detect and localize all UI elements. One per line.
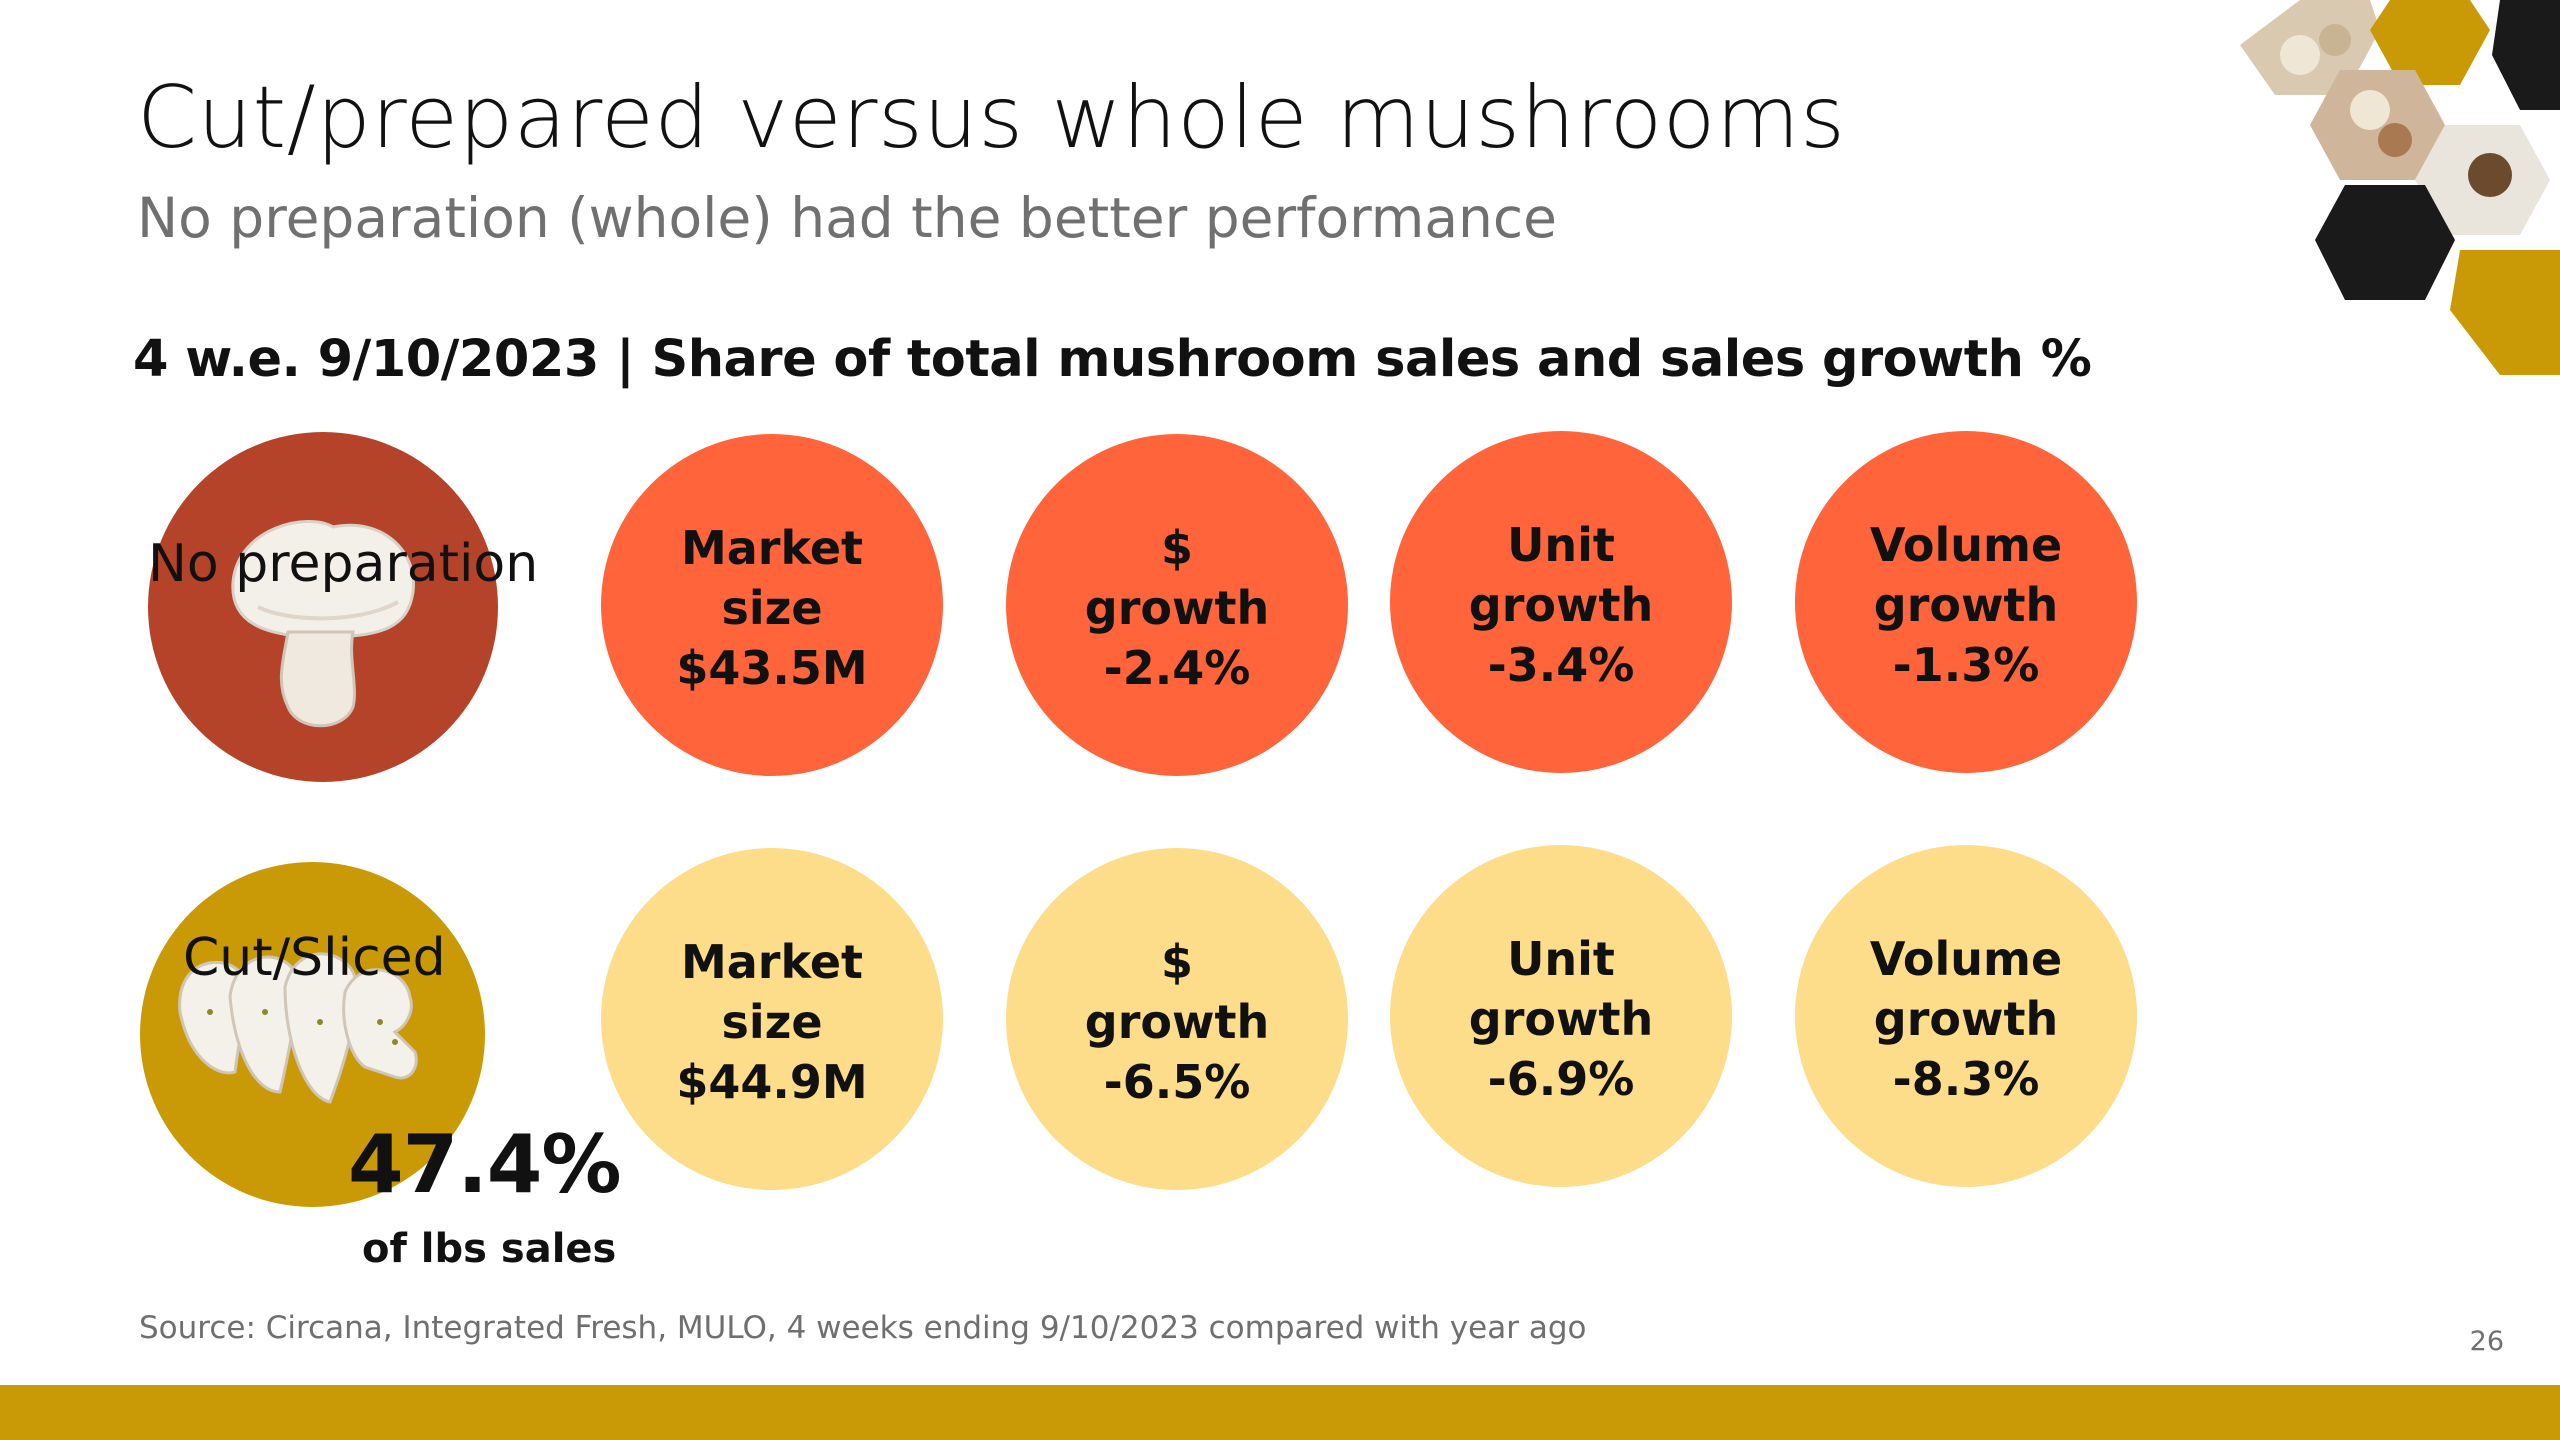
metric-value: -2.4% (1103, 641, 1251, 695)
metric-line2: growth (1468, 992, 1654, 1046)
metric-line2: growth (1873, 578, 2059, 632)
whole-mushroom-icon (231, 520, 415, 728)
page-number: 26 (2469, 1326, 2504, 1357)
metric-line1: Market (680, 521, 864, 575)
metric-circle-market-size: Market size $43.5M (601, 434, 943, 776)
metric-circle-volume-growth: Volume growth -8.3% (1795, 845, 2137, 1187)
category-circle-no-preparation (148, 432, 498, 782)
section-heading: 4 w.e. 9/10/2023 | Share of total mushro… (133, 330, 2092, 389)
source-note: Source: Circana, Integrated Fresh, MULO,… (139, 1310, 1587, 1346)
metric-line1: $ (1160, 935, 1193, 989)
metric-value: -6.5% (1103, 1055, 1251, 1109)
metric-circle-unit-growth: Unit growth -6.9% (1390, 845, 1732, 1187)
metric-line2: growth (1873, 992, 2059, 1046)
metric-circle-volume-growth: Volume growth -1.3% (1795, 431, 2137, 773)
footer-bar (0, 1385, 2560, 1440)
metric-value: $43.5M (676, 641, 868, 695)
metric-line1: Unit (1507, 518, 1615, 572)
metric-line2: growth (1084, 995, 1270, 1049)
metric-line2: size (721, 995, 823, 1049)
metric-line2: growth (1084, 581, 1270, 635)
metric-value: -3.4% (1487, 638, 1635, 692)
share-value: 47.4% (348, 1118, 622, 1211)
metric-value: $44.9M (676, 1055, 868, 1109)
share-label: of lbs sales (362, 1226, 617, 1272)
category-circle-cut-sliced (140, 862, 485, 1207)
mushroom-photo-hexagons (2240, 0, 2560, 375)
metric-line1: Market (680, 935, 864, 989)
metric-value: -1.3% (1892, 638, 2040, 692)
metric-circle-dollar-growth: $ growth -6.5% (1006, 848, 1348, 1190)
metric-line1: Volume (1869, 932, 2063, 986)
metric-line2: size (721, 581, 823, 635)
metric-circle-unit-growth: Unit growth -3.4% (1390, 431, 1732, 773)
sliced-mushroom-icon (178, 952, 418, 1104)
metric-circle-market-size: Market size $44.9M (601, 848, 943, 1190)
category-label-cut-sliced: Cut/Sliced (183, 928, 446, 988)
slide-title: Cut/prepared versus whole mushrooms (137, 68, 1846, 168)
metric-value: -6.9% (1487, 1052, 1635, 1106)
metric-line1: Unit (1507, 932, 1615, 986)
metric-line1: $ (1160, 521, 1193, 575)
metric-circle-dollar-growth: $ growth -2.4% (1006, 434, 1348, 776)
slide-subtitle: No preparation (whole) had the better pe… (137, 186, 1557, 250)
metric-line1: Volume (1869, 518, 2063, 572)
metric-value: -8.3% (1892, 1052, 2040, 1106)
category-label-no-preparation: No preparation (148, 534, 539, 594)
metric-line2: growth (1468, 578, 1654, 632)
